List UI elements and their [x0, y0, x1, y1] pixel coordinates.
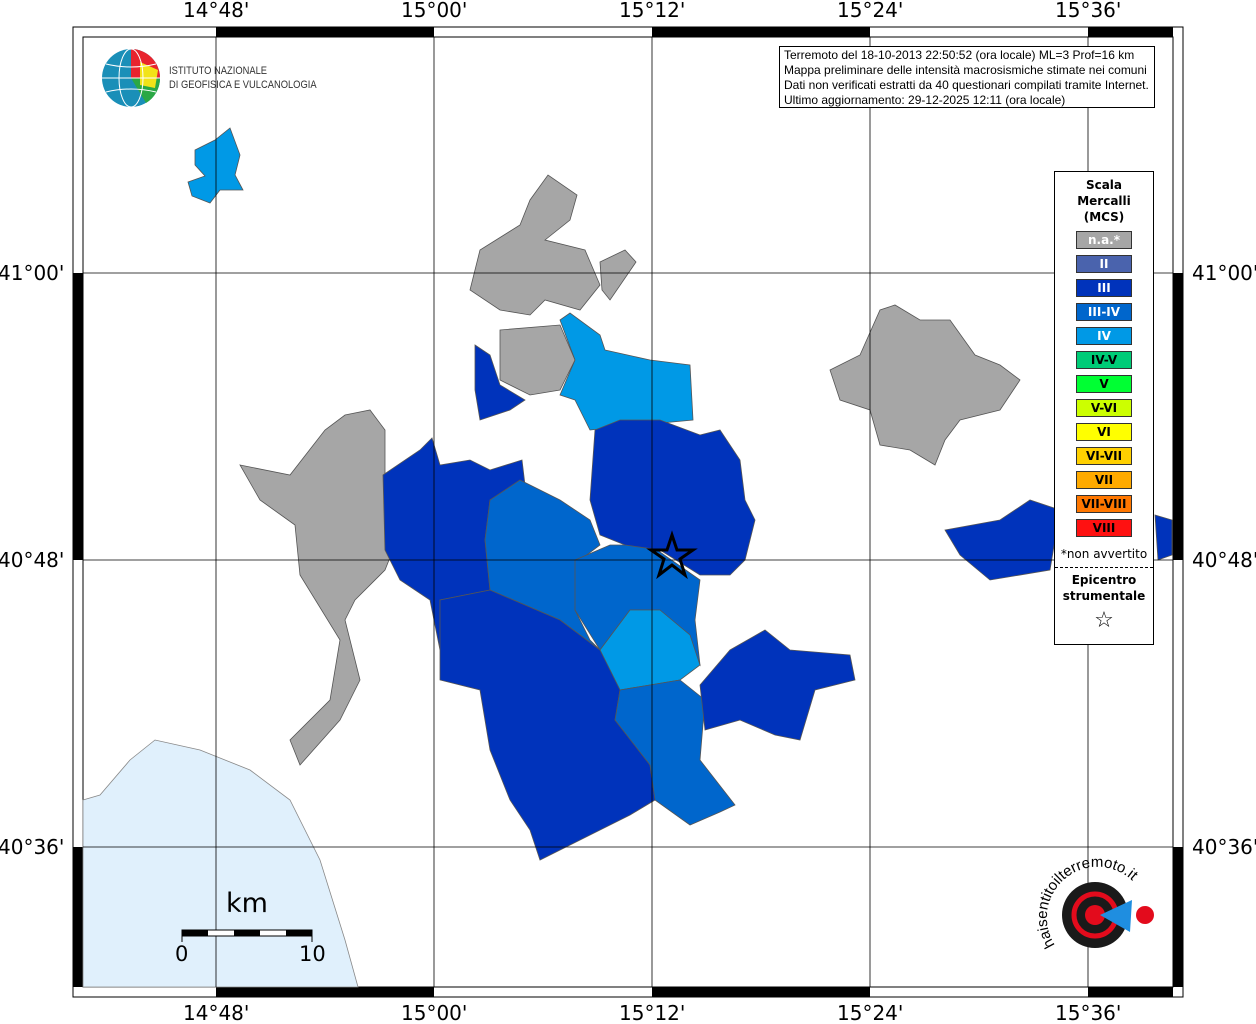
municipality-na	[239, 409, 396, 766]
epicenter-label: Epicentro	[1071, 573, 1137, 587]
lon-label-top: 15°12'	[619, 0, 686, 22]
municipality-iii	[1154, 514, 1173, 561]
legend: Scala Mercalli (MCS) n.a.* II III III-IV IV I…	[1054, 171, 1154, 645]
lon-label-bottom: 15°12'	[619, 1001, 686, 1024]
municipality-iv	[187, 127, 244, 204]
legend-swatch: IV-V	[1076, 351, 1132, 369]
legend-note: *non avvertito	[1060, 547, 1148, 561]
lat-label-right: 40°36'	[1192, 835, 1256, 859]
legend-swatch: V	[1076, 375, 1132, 393]
lat-label-right: 41°00'	[1192, 261, 1256, 285]
legend-title-line: Scala	[1085, 178, 1123, 192]
legend-swatch: n.a.*	[1076, 231, 1132, 249]
municipality-iv	[559, 312, 694, 431]
map-frame	[73, 27, 1183, 997]
ingv-globe-icon	[102, 48, 161, 108]
info-line: Ultimo aggiornamento: 29-12-2025 12:11 (…	[784, 93, 1066, 107]
legend-swatch: VII	[1076, 471, 1132, 489]
lon-label-top: 15°00'	[401, 0, 468, 22]
municipality-iii-iv	[614, 679, 736, 826]
legend-title-line: (MCS)	[1083, 210, 1125, 224]
ingv-logo-text: ISTITUTO NAZIONALE DI GEOFISICA E VULCANO…	[169, 64, 317, 92]
legend-swatch: II	[1076, 255, 1132, 273]
lon-label-bottom: 15°00'	[401, 1001, 468, 1024]
municipality-iii	[699, 629, 856, 741]
scale-bar	[181, 929, 313, 942]
legend-swatch: IV	[1076, 327, 1132, 345]
scale-unit: km	[226, 888, 268, 919]
legend-swatch: III-IV	[1076, 303, 1132, 321]
scale-min: 0	[175, 942, 189, 966]
legend-swatch: VI-VII	[1076, 447, 1132, 465]
municipality-iii	[589, 419, 756, 576]
legend-swatch: VIII	[1076, 519, 1132, 537]
legend-swatch: III	[1076, 279, 1132, 297]
info-line: Mappa preliminare delle intensità macros…	[784, 63, 1147, 77]
legend-divider	[1055, 567, 1153, 568]
epicenter-star-icon	[646, 530, 698, 580]
municipalities	[82, 127, 1173, 988]
lon-label-bottom: 15°24'	[837, 1001, 904, 1024]
municipality-iii	[439, 589, 656, 861]
municipality-na	[599, 249, 637, 301]
lon-label-top: 15°24'	[837, 0, 904, 22]
event-info-box: Terremoto del 18-10-2013 22:50:52 (ora l…	[779, 46, 1155, 108]
lat-label-left: 40°36'	[0, 835, 65, 859]
municipality-na	[469, 174, 601, 316]
lon-label-top: 15°36'	[1055, 0, 1122, 22]
lon-label-bottom: 14°48'	[183, 1001, 250, 1024]
lon-label-bottom: 15°36'	[1055, 1001, 1122, 1024]
ingv-line1: ISTITUTO NAZIONALE	[169, 65, 268, 77]
ingv-line2: DI GEOFISICA E VULCANOLOGIA	[169, 79, 317, 91]
info-line: Dati non verificati estratti da 40 quest…	[784, 78, 1149, 92]
municipality-na	[499, 324, 576, 396]
legend-title: Scala Mercalli (MCS)	[1055, 177, 1153, 225]
scale-max: 10	[299, 942, 326, 966]
sea	[82, 739, 359, 988]
lat-label-left: 41°00'	[0, 261, 65, 285]
municipality-na	[829, 304, 1021, 466]
legend-swatches: n.a.* II III III-IV IV IV-V V V-VI VI VI-VII VII VI…	[1055, 231, 1153, 537]
epicenter-label: strumentale	[1062, 589, 1146, 603]
legend-swatch: VI	[1076, 423, 1132, 441]
legend-swatch: VII-VIII	[1076, 495, 1132, 513]
municipality-iii	[474, 344, 526, 421]
lat-label-right: 40°48'	[1192, 548, 1256, 572]
legend-title-line: Mercalli	[1077, 194, 1131, 208]
lon-label-top: 14°48'	[183, 0, 250, 22]
star-icon: ☆	[1094, 608, 1114, 633]
info-line: Terremoto del 18-10-2013 22:50:52 (ora l…	[784, 48, 1135, 62]
legend-swatch: V-VI	[1076, 399, 1132, 417]
lat-label-left: 40°48'	[0, 548, 65, 572]
